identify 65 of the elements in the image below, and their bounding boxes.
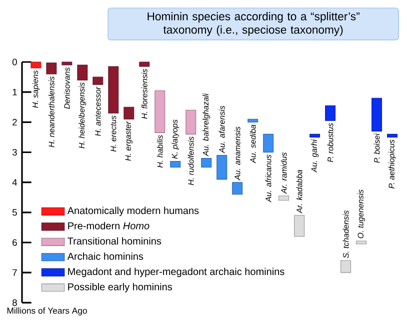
- legend-label: Megadont and hyper-megadont archaic hominins: [68, 268, 284, 278]
- bar: [263, 134, 274, 153]
- bar: [77, 64, 88, 80]
- legend-label: Anatomically modern humans: [67, 206, 199, 216]
- y-tick-label: 0: [12, 58, 17, 66]
- x-tick-label: P. robustus: [327, 123, 334, 162]
- x-tick-label: P. aethiopicus: [388, 140, 396, 188]
- bar: [92, 76, 104, 85]
- bar: [186, 110, 196, 134]
- bar: [278, 196, 290, 201]
- bar: [248, 118, 258, 122]
- bar: [124, 106, 134, 120]
- x-tick-label: K. platyops: [172, 120, 180, 159]
- x-tick-label: Au. sediba: [250, 124, 256, 164]
- x-tick-label: Au. garhi: [311, 139, 319, 173]
- bar: [108, 66, 119, 114]
- bar: [46, 62, 57, 74]
- x-tick-label: Au. afarensis: [218, 106, 225, 154]
- x-tick-label: H. rudolfensis: [188, 136, 194, 186]
- y-tick-label: 6: [12, 239, 17, 246]
- bar: [154, 90, 166, 133]
- bar: [387, 134, 398, 138]
- x-tick-label: Ar. ramidus: [280, 152, 287, 194]
- bar: [356, 240, 366, 244]
- bar: [325, 105, 336, 121]
- bar: [216, 154, 228, 180]
- y-tick-label: 7: [12, 269, 17, 276]
- chart-title: Hominin species according to a “splitter’s” taxonomy (i.e., speciose taxonomy): [148, 12, 360, 36]
- x-tick-label: Au. africanus: [265, 154, 272, 202]
- bar: [372, 98, 382, 132]
- y-tick-label: 3: [12, 148, 17, 156]
- bar: [310, 134, 320, 138]
- bar: [139, 62, 150, 67]
- x-tick-label: H. heidelbergensis: [78, 82, 86, 148]
- legend-label: Pre-modern Homo: [68, 222, 150, 230]
- x-tick-label: Ar. kadabba: [296, 170, 302, 214]
- bar: [30, 62, 42, 68]
- x-tick-label: H. sapiens: [32, 70, 40, 108]
- bar: [340, 260, 351, 273]
- x-tick-label: P. boisei: [374, 133, 380, 163]
- bar: [62, 62, 72, 66]
- x-tick-label: S. tchadensis: [342, 210, 349, 258]
- x-tick-label: H. antecessor: [95, 86, 101, 136]
- x-tick-label: O. tugenensis: [358, 190, 365, 238]
- y-tick-label: 1: [12, 88, 17, 96]
- x-tick-label: H. neanderthalensis: [48, 76, 54, 148]
- x-tick-label: H. habilis: [156, 135, 163, 168]
- legend-label: Archaic hominins: [67, 252, 144, 260]
- legend-label: Transitional hominins: [68, 237, 162, 245]
- bar: [232, 182, 243, 195]
- y-axis-title: Millions of Years Ago: [7, 307, 87, 316]
- bar: [294, 215, 305, 237]
- x-tick-label: H. erectus: [110, 116, 116, 152]
- y-tick-label: 2: [12, 118, 17, 126]
- x-tick-label: Au. bahrelghazali: [202, 93, 210, 156]
- x-tick-label: Au. anamensis: [234, 126, 240, 180]
- bar: [170, 161, 181, 168]
- x-tick-label: Denisovans: [64, 67, 70, 109]
- x-tick-label: H. floresiensis: [141, 68, 148, 119]
- y-tick-label: 8: [12, 299, 17, 306]
- y-tick-label: 5: [12, 209, 17, 216]
- y-tick-label: 4: [12, 179, 18, 186]
- legend-label: Possible early hominins: [68, 283, 172, 292]
- bar: [201, 158, 212, 168]
- x-tick-label: H. ergaster: [125, 121, 132, 161]
